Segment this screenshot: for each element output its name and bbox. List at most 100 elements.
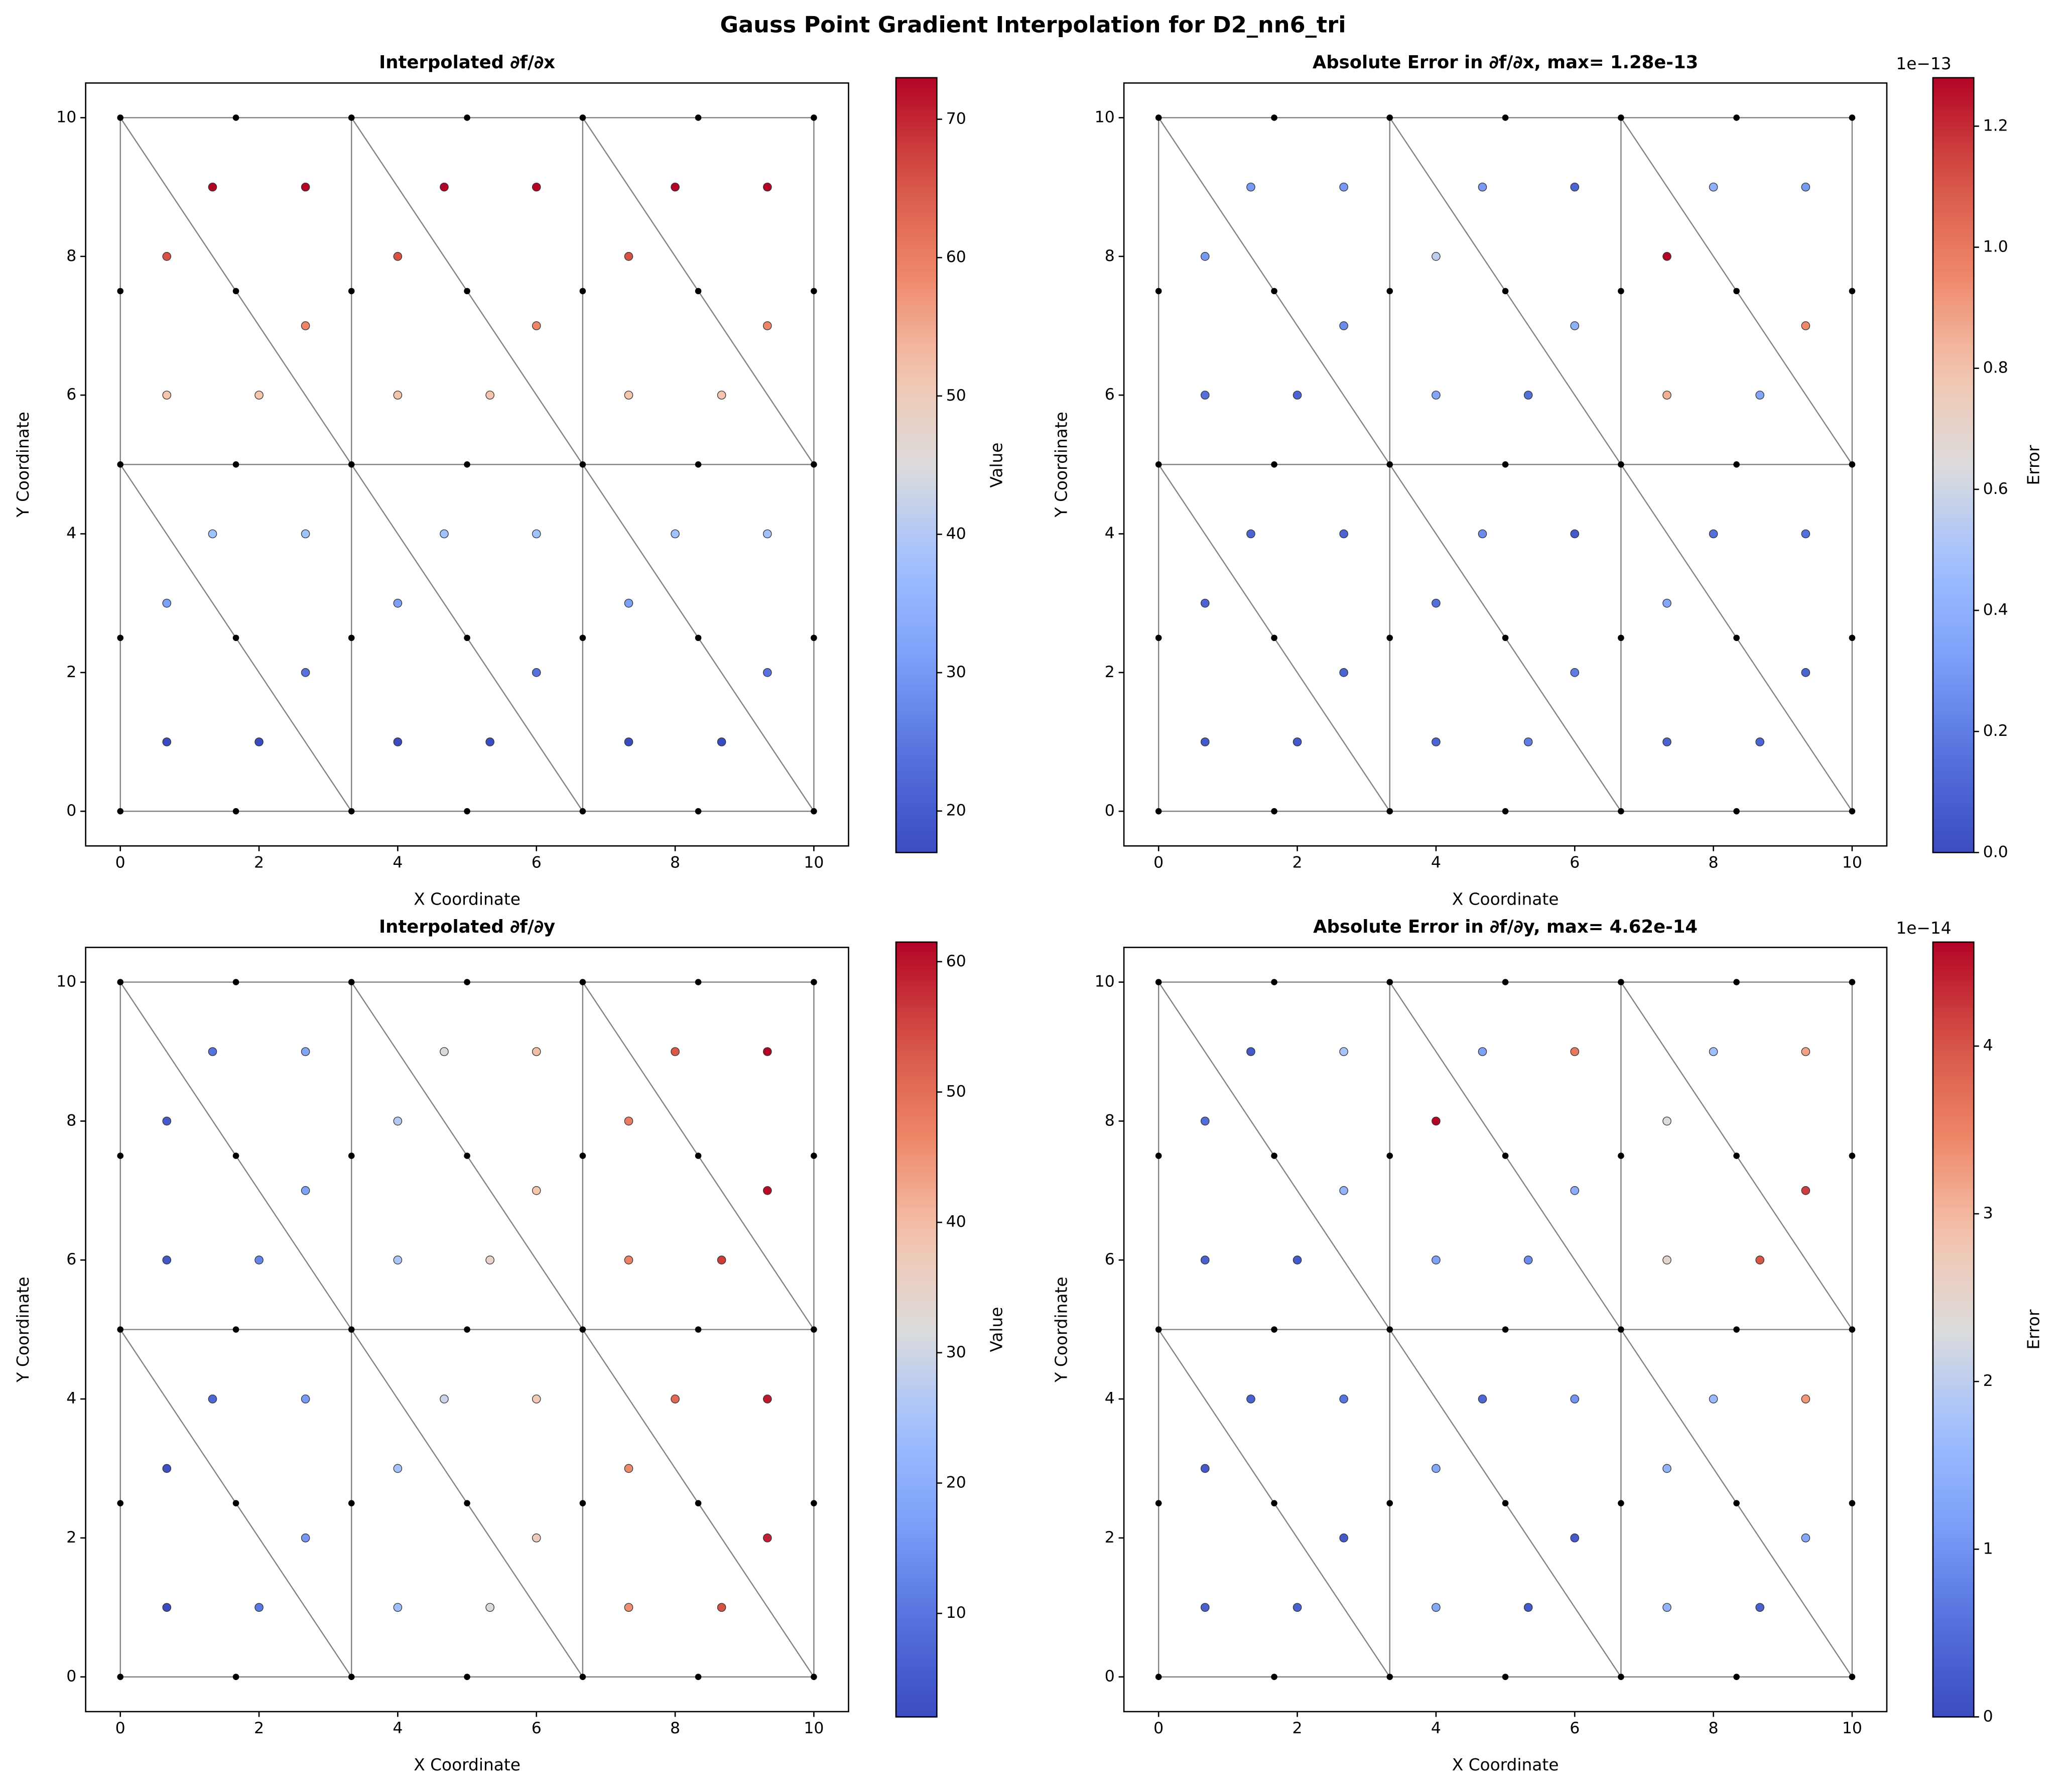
node (1618, 1674, 1624, 1680)
node (811, 634, 817, 642)
gauss-point (1755, 737, 1764, 746)
x-tick-label: 0 (1153, 853, 1164, 871)
gauss-point (1478, 1047, 1487, 1056)
gauss-point (485, 737, 494, 746)
node (1502, 1674, 1509, 1680)
y-tick-label: 6 (1105, 1250, 1115, 1268)
subplot: 0 2 4 6 8 10 0 2 4 6 8 10 Absolute Error in ∂f/∂x, m… (1052, 52, 2043, 909)
node (1502, 1500, 1509, 1506)
colorbar-tick-label: 30 (946, 1343, 966, 1361)
axes-frame (85, 947, 849, 1713)
node (1849, 808, 1856, 815)
gauss-point (1570, 1394, 1580, 1403)
gauss-point (162, 1116, 172, 1126)
node (1849, 1326, 1856, 1333)
node (1502, 979, 1509, 985)
colorbar-tick-label: 40 (946, 1213, 966, 1231)
node (1386, 1674, 1393, 1680)
x-tick-label: 4 (1431, 853, 1441, 871)
node (695, 114, 702, 121)
gauss-point (532, 668, 541, 677)
y-tick-label: 10 (1095, 108, 1115, 126)
gauss-point (393, 1603, 403, 1612)
colorbar-tick-label: 3 (1983, 1204, 1993, 1222)
gauss-point (624, 598, 633, 608)
gauss-point (1801, 1186, 1811, 1195)
x-tick-label: 2 (254, 853, 264, 871)
y-axis-label: Y Coordinate (14, 1277, 33, 1383)
node (464, 808, 470, 815)
gauss-point (1339, 1394, 1348, 1403)
node (1502, 808, 1509, 815)
node (1502, 288, 1509, 295)
subplot-title: Interpolated ∂f/∂x (379, 52, 555, 73)
gauss-point (717, 737, 726, 746)
gauss-point (1755, 1255, 1764, 1265)
node (1849, 1674, 1856, 1680)
gauss-point (1293, 391, 1302, 400)
node (695, 979, 702, 985)
node (1271, 634, 1277, 642)
node (464, 114, 470, 121)
gauss-point (162, 1255, 172, 1265)
gauss-point (1662, 1255, 1671, 1265)
gauss-point (1755, 391, 1764, 400)
node (1849, 1153, 1856, 1159)
node (117, 461, 124, 468)
y-tick-label: 0 (1105, 802, 1115, 820)
node (1271, 288, 1277, 295)
gauss-point (1523, 1603, 1533, 1612)
node (695, 288, 702, 295)
gauss-point (1246, 1047, 1255, 1056)
gauss-point (1709, 529, 1718, 539)
gauss-point (1432, 1116, 1441, 1126)
node (232, 288, 239, 295)
colorbar-tick-label: 20 (946, 802, 966, 820)
node (232, 1326, 239, 1333)
gauss-point (532, 321, 541, 330)
gauss-point (624, 391, 633, 400)
gauss-point (1432, 737, 1441, 746)
y-tick-label: 4 (1105, 1389, 1115, 1407)
gauss-point (1339, 321, 1348, 330)
x-tick-label: 6 (1570, 1719, 1580, 1737)
gauss-point (1801, 182, 1811, 192)
x-tick-label: 8 (670, 853, 680, 871)
gauss-point (1478, 1394, 1487, 1403)
node (695, 461, 702, 468)
node (579, 634, 586, 642)
gauss-point (1662, 252, 1671, 261)
node (1849, 634, 1856, 642)
gauss-point (671, 182, 680, 192)
node (117, 1153, 124, 1159)
gauss-point (440, 1047, 449, 1056)
gauss-point (1570, 1047, 1580, 1056)
axes-frame (85, 82, 849, 847)
node (348, 114, 355, 121)
node (1386, 979, 1393, 985)
node (348, 1500, 355, 1506)
node (579, 1326, 586, 1333)
gauss-point (162, 1603, 172, 1612)
colorbar (895, 77, 938, 853)
colorbar-offset: 1e−14 (1896, 919, 1951, 938)
colorbar-tick-label: 50 (946, 387, 966, 405)
gauss-point (532, 1186, 541, 1195)
gauss-point (532, 1047, 541, 1056)
gauss-point (301, 668, 310, 677)
gauss-point (717, 1255, 726, 1265)
gauss-point (763, 1047, 772, 1056)
axes-frame (1123, 82, 1888, 847)
gauss-point (1293, 737, 1302, 746)
node (1271, 461, 1277, 468)
node (348, 461, 355, 468)
gauss-point (1432, 1464, 1441, 1473)
node (1155, 461, 1162, 468)
gauss-point (1570, 668, 1580, 677)
y-tick-label: 4 (1105, 524, 1115, 542)
y-axis-label: Y Coordinate (14, 412, 33, 518)
gauss-point (1523, 391, 1533, 400)
gauss-point (254, 1255, 264, 1265)
colorbar-tick-label: 10 (946, 1604, 966, 1622)
